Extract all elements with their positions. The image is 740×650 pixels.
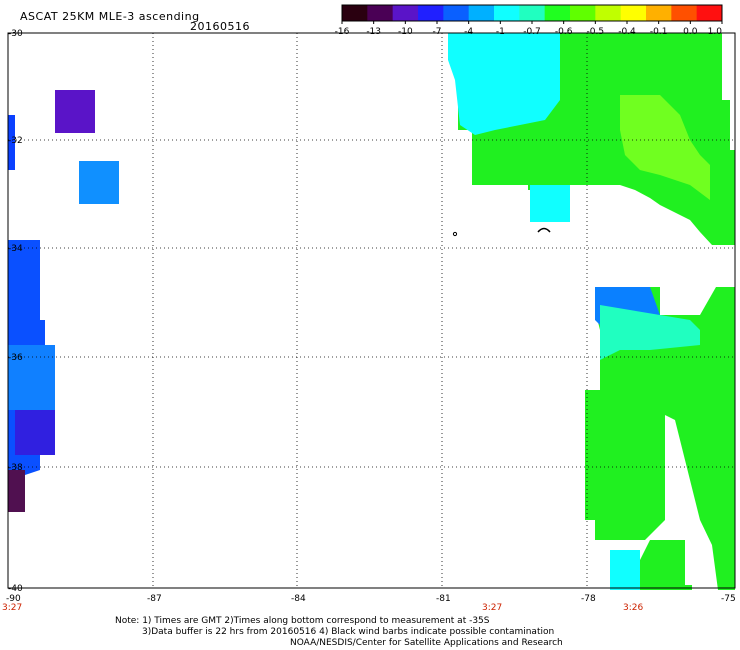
colorbar-tick-label: -0.7 <box>523 27 541 37</box>
island-mark <box>452 231 458 237</box>
colorbar-tick-label: -4 <box>464 27 473 37</box>
cell-blue <box>79 161 119 204</box>
map-panel: -16 -13 -10 -7 -4 -1 -0.7 -0.6 -0.5 -0.4 -0.1 0.0 1.… <box>2 4 736 613</box>
lat-label-4: -36 <box>8 353 23 363</box>
lat-label-5: -38 <box>8 463 23 473</box>
swath-se-bottom <box>640 540 692 590</box>
colorbar-tick-label: -0.4 <box>618 27 636 37</box>
colorbar-segment <box>443 5 470 21</box>
swath-se-cyan-bottom <box>610 550 640 590</box>
colorbar-segment <box>519 5 546 21</box>
time-label-1: 3:27 <box>2 603 22 613</box>
map-frame <box>7 32 736 589</box>
swath-ne-lightgreen <box>620 95 710 200</box>
time-label-2: 3:27 <box>482 603 502 613</box>
colorbar-segment <box>671 5 698 21</box>
colorbar-tick-label: -0.1 <box>650 27 668 37</box>
swath-w-dark <box>8 470 25 512</box>
lat-label-6: -40 <box>8 584 23 594</box>
colorbar-tick-label: -1 <box>496 27 505 37</box>
swath-w-indigo <box>15 410 55 455</box>
colorbar-segment <box>595 5 622 21</box>
product-title: ASCAT 25KM MLE-3 ascending <box>20 10 200 23</box>
lon-label-5: -78 <box>581 594 596 604</box>
swath-se <box>585 287 735 590</box>
swath-w-upper <box>8 115 15 170</box>
product-date: 20160516 <box>190 20 250 33</box>
colorbar: -16 -13 -10 -7 -4 -1 -0.7 -0.6 -0.5 -0.4 -0.1 0.0 1.… <box>335 4 723 37</box>
colorbar-tick-label: 0.0 <box>683 27 698 37</box>
swath-ne-cyan-lower <box>530 185 570 222</box>
note-line-1: Note: 1) Times are GMT 2)Times along bot… <box>115 616 490 626</box>
time-label-3: 3:26 <box>623 603 643 613</box>
graticule <box>8 33 735 588</box>
colorbar-tick-label: 1.0 <box>708 27 723 37</box>
colorbar-tick-label: -7 <box>433 27 442 37</box>
colorbar-tick-label: -0.5 <box>587 27 605 37</box>
lat-label-1: -30 <box>8 29 23 39</box>
lat-label-2: -32 <box>8 136 23 146</box>
cell-purple <box>55 90 95 133</box>
colorbar-tick-label: -10 <box>398 27 413 37</box>
colorbar-segment <box>570 5 596 21</box>
colorbar-segment <box>544 5 571 21</box>
lon-label-6: -75 <box>721 594 736 604</box>
swath-ne-cyan <box>448 33 560 135</box>
swath-se-aqua <box>600 305 700 360</box>
colorbar-segment <box>696 5 723 21</box>
colorbar-tick-label: -16 <box>335 27 350 37</box>
colorbar-segment <box>418 5 444 21</box>
colorbar-segment <box>342 5 368 21</box>
colorbar-segment <box>646 5 672 21</box>
colorbar-tick-label: -13 <box>366 27 381 37</box>
data-swaths <box>8 33 735 590</box>
lon-label-4: -81 <box>436 594 451 604</box>
coastline-mark <box>537 227 551 233</box>
colorbar-segment <box>468 5 495 21</box>
lon-label-3: -84 <box>291 594 306 604</box>
lon-label-2: -87 <box>147 594 162 604</box>
note-line-2: 3)Data buffer is 22 hrs from 20160516 4)… <box>142 627 555 637</box>
colorbar-segment <box>392 5 419 21</box>
colorbar-segment <box>620 5 647 21</box>
lon-label-1: -90 <box>6 594 21 604</box>
colorbar-tick-label: -0.6 <box>555 27 573 37</box>
note-line-3: NOAA/NESDIS/Center for Satellite Applica… <box>290 638 563 648</box>
colorbar-segment <box>494 5 520 21</box>
lat-label-3: -34 <box>8 244 23 254</box>
swath-w-lightblue <box>8 345 55 410</box>
colorbar-segment <box>367 5 394 21</box>
